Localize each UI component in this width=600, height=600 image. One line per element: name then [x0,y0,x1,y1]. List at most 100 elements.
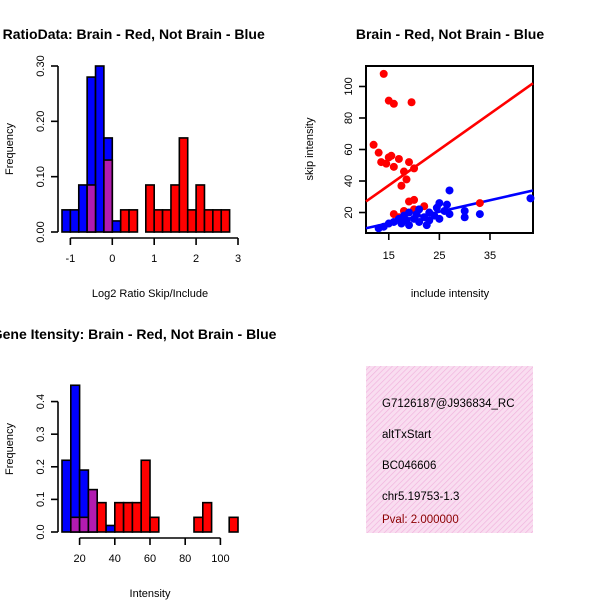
ratio-y-tick-label: 0.30 [35,55,47,76]
intensity-bar-brain [140,459,151,533]
scatter-point-brain [475,199,484,208]
ratio-bar-notbrain [61,209,72,233]
intensity-bar-brain [228,516,239,533]
scatter-y-tick-label: 100 [343,77,355,95]
scatter-point-brain [399,167,408,176]
scatter-y-tick-label: 20 [343,206,355,218]
ratio-bar-brain [103,159,114,233]
ratio-bar-brain [161,209,172,233]
intensity-x-tick-label: 40 [109,553,121,565]
scatter-point-brain [397,181,406,190]
ratio-title: Log2 RatioData: Brain - Red, Not Brain -… [0,26,265,42]
intensity-bar-brain [122,501,134,533]
ratio-y-tick-label: 0.10 [35,166,47,187]
ratio-bar-brain [220,209,231,233]
ratio-bar-notbrain [69,209,80,233]
ratio-x-tick-label: -1 [65,253,75,265]
scatter-point-notbrain [415,205,424,214]
ratio-bar-brain [195,184,206,233]
info-accession: BC046606 [382,460,436,472]
intensity-y-tick-label: 0.1 [35,492,47,507]
scatter-point-notbrain [405,208,414,217]
intensity-x-tick-label: 80 [179,553,191,565]
scatter-point-notbrain [526,194,535,203]
intensity-y-tick-label: 0.0 [35,524,47,539]
info-panel: G7126187@J936834_RC altTxStart BC046606 … [366,366,533,533]
scatter-point-notbrain [405,221,414,230]
info-panel-hatch [366,366,533,533]
intensity-bar-notbrain [105,524,116,533]
ratio-y-tick-label: 0.20 [35,111,47,132]
scatter-point-brain [387,151,396,160]
scatter-x-tick-label: 25 [433,250,445,262]
info-location: chr5.19753-1.3 [382,491,459,503]
info-event-type: altTxStart [382,429,432,441]
fit-line-red [365,82,534,203]
ratio-x-tick-label: 2 [193,253,199,265]
ratio-bar-brain [203,209,214,233]
info-pval: Pval: 2.000000 [382,514,459,526]
intensity-ylabel: Frequency [4,423,16,475]
ratio-bar-brain [212,209,223,233]
scatter-point-brain [382,159,391,168]
ratio-bar-brain [145,184,155,233]
intensity-y-tick-label: 0.3 [35,427,47,442]
scatter-title: Brain - Red, Not Brain - Blue [356,26,544,42]
scatter-point-notbrain [475,210,484,219]
scatter-point-notbrain [435,199,444,208]
intensity-x-tick-label: 20 [73,553,85,565]
ratio-y-tick-label: 0.00 [35,221,47,242]
ratio-x-tick-label: 3 [235,253,241,265]
scatter-point-brain [369,140,378,149]
scatter-point-notbrain [425,216,434,225]
intensity-y-tick-label: 0.2 [35,459,47,474]
ratio-bar-brain [86,184,97,233]
scatter-plot-box [365,65,534,234]
scatter-point-brain [389,162,398,171]
scatter-point-brain [394,154,403,163]
intensity-histogram: Exon Gene Itensity: Brain - Red, Not Bra… [0,326,277,600]
ratio-histogram: Log2 RatioData: Brain - Red, Not Brain -… [0,26,265,300]
intensity-bar-brain [78,516,90,533]
intensity-bar-brain [87,488,99,533]
info-probe-id: G7126187@J936834_RC [382,398,515,410]
intensity-bar-brain [96,501,107,533]
ratio-bar-brain [178,137,189,233]
ratio-bar-notbrain [94,65,105,233]
intensity-x-tick-label: 100 [211,553,229,565]
ratio-x-tick-label: 0 [109,253,115,265]
scatter-x-tick-label: 35 [484,250,496,262]
scatter-y-tick-label: 60 [343,143,355,155]
scatter-point-brain [402,175,411,184]
scatter-point-notbrain [445,210,454,219]
scatter-y-tick-label: 80 [343,112,355,124]
ratio-bar-notbrain [77,184,88,233]
ratio-xlabel: Log2 Ratio Skip/Include [92,288,208,300]
intensity-title: Exon Gene Itensity: Brain - Red, Not Bra… [0,326,277,342]
scatter-x-tick-label: 15 [383,250,395,262]
intensity-bar-notbrain [70,384,81,533]
scatter-point-notbrain [415,217,424,226]
intensity-bar-brain [202,501,213,533]
intensity-bar-brain [70,516,81,533]
scatter-point-notbrain [460,206,469,215]
ratio-ylabel: Frequency [4,123,16,175]
scatter-point-notbrain [445,186,454,195]
scatter-xlabel: include intensity [411,288,490,300]
scatter-point-brain [407,98,416,107]
scatter-point-brain [374,148,383,157]
scatter-point-notbrain [435,214,444,223]
ratio-bar-brain [186,209,197,233]
ratio-bar-brain [170,184,181,233]
intensity-y-tick-label: 0.4 [35,394,47,409]
scatter-point-brain [405,158,414,167]
intensity-bar-brain [149,516,160,533]
scatter-ylabel: skip intensity [304,117,316,180]
intensity-xlabel: Intensity [130,588,171,600]
intensity-bar-notbrain [61,459,72,533]
intensity-bar-brain [131,501,142,533]
scatter-point-brain [410,195,419,204]
ratio-bar-brain [128,209,139,233]
ratio-bar-notbrain [111,220,122,233]
